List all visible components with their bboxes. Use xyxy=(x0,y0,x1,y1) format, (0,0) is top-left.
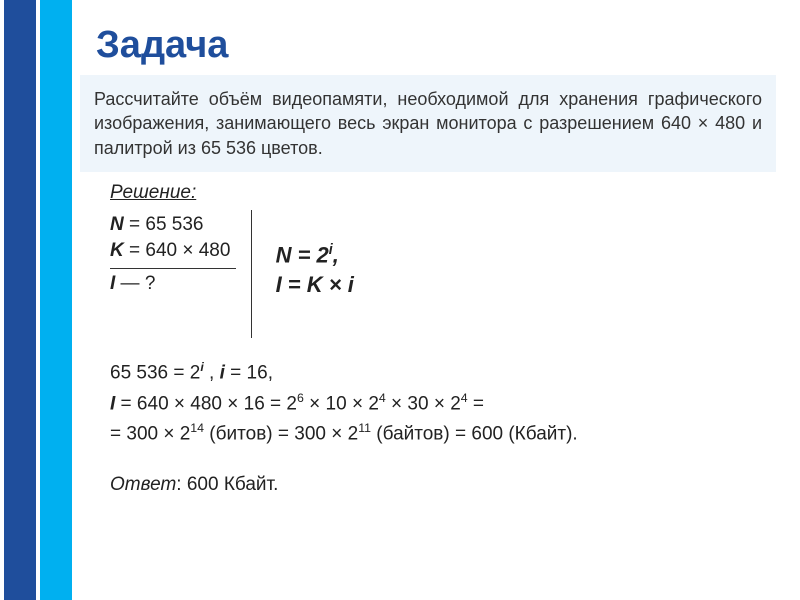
c3e1: 14 xyxy=(190,421,204,435)
c1c: = 16, xyxy=(225,362,273,383)
var-k: K xyxy=(110,240,124,261)
c2a: = 640 × 480 × 16 = 2 xyxy=(115,393,297,414)
given-i: I — ? xyxy=(110,273,236,295)
c2c: × 30 × 2 xyxy=(386,393,461,414)
calc-line-2: I = 640 × 480 × 16 = 26 × 10 × 24 × 30 ×… xyxy=(110,389,776,420)
c3c: (байтов) = 600 (Кбайт). xyxy=(371,424,578,445)
given-k: K = 640 × 480 xyxy=(110,240,236,262)
solution-label: Решение: xyxy=(110,182,776,204)
var-n: N xyxy=(110,214,124,235)
c2d: = xyxy=(468,393,484,414)
val-n: = 65 536 xyxy=(124,214,204,235)
c2e2: 4 xyxy=(379,391,386,405)
calculation-block: 65 536 = 2i , i = 16, I = 640 × 480 × 16… xyxy=(110,358,776,450)
calc-line-1: 65 536 = 2i , i = 16, xyxy=(110,358,776,389)
c2e1: 6 xyxy=(297,391,304,405)
f1-lhs: N = 2 xyxy=(276,242,329,267)
c1b: , xyxy=(204,362,220,383)
formulas-block: N = 2i, I = K × i xyxy=(276,238,354,302)
c3e2: 11 xyxy=(358,421,371,435)
f1-tail: , xyxy=(333,242,339,267)
sidebar-stripe-light xyxy=(40,0,72,600)
solution-area: Решение: N = 65 536 K = 640 × 480 I — ? … xyxy=(110,182,776,496)
page-title: Задача xyxy=(96,24,776,67)
c2e3: 4 xyxy=(461,391,468,405)
answer-label: Ответ xyxy=(110,474,176,495)
calc-line-3: = 300 × 214 (битов) = 300 × 211 (байтов)… xyxy=(110,419,776,450)
given-block: N = 65 536 K = 640 × 480 I — ? xyxy=(110,210,236,299)
vertical-divider xyxy=(251,210,252,338)
given-n: N = 65 536 xyxy=(110,214,236,236)
f2: I = K × i xyxy=(276,272,354,297)
content-area: Задача Рассчитайте объём видеопамяти, не… xyxy=(96,24,776,496)
formula-1: N = 2i, xyxy=(276,242,354,268)
sidebar-stripe-dark xyxy=(4,0,36,600)
answer-line: Ответ: 600 Кбайт. xyxy=(110,474,776,496)
problem-statement: Рассчитайте объём видеопамяти, необходим… xyxy=(80,75,776,172)
given-divider xyxy=(110,268,236,269)
c3a: = 300 × 2 xyxy=(110,424,190,445)
formula-2: I = K × i xyxy=(276,272,354,298)
c2b: × 10 × 2 xyxy=(304,393,379,414)
val-k: = 640 × 480 xyxy=(124,240,231,261)
c3b: (битов) = 300 × 2 xyxy=(204,424,358,445)
val-i: — ? xyxy=(115,273,155,294)
answer-value: : 600 Кбайт. xyxy=(176,474,278,495)
c1a: 65 536 = 2 xyxy=(110,362,200,383)
